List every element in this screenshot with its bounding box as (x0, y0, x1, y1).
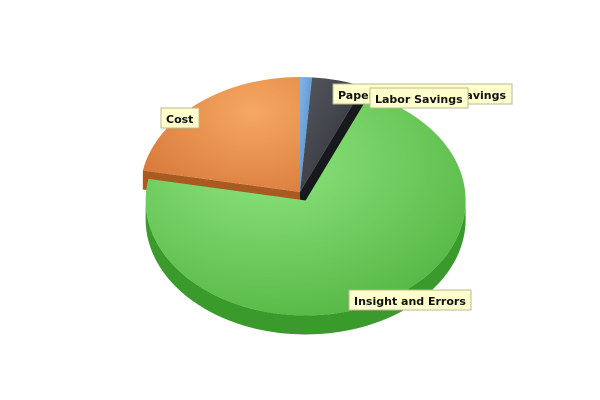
pie-slice-labor-savings (300, 77, 364, 211)
slice-label-insight-and-errors: Insight and Errors (354, 295, 466, 308)
callout-labor-savings: Labor Savings (369, 87, 469, 109)
callout-box-cost (160, 107, 200, 129)
callout-box-insight-and-errors (348, 289, 472, 311)
slice-label-cost: Cost (166, 113, 193, 126)
pie-slice-paper-and-storage-savings (300, 77, 313, 192)
callout-box-labor-savings (369, 87, 469, 109)
slice-label-labor-savings: Labor Savings (375, 93, 463, 106)
callout-cost: Cost (160, 107, 200, 129)
callout-insight-and-errors: Insight and Errors (348, 289, 472, 311)
